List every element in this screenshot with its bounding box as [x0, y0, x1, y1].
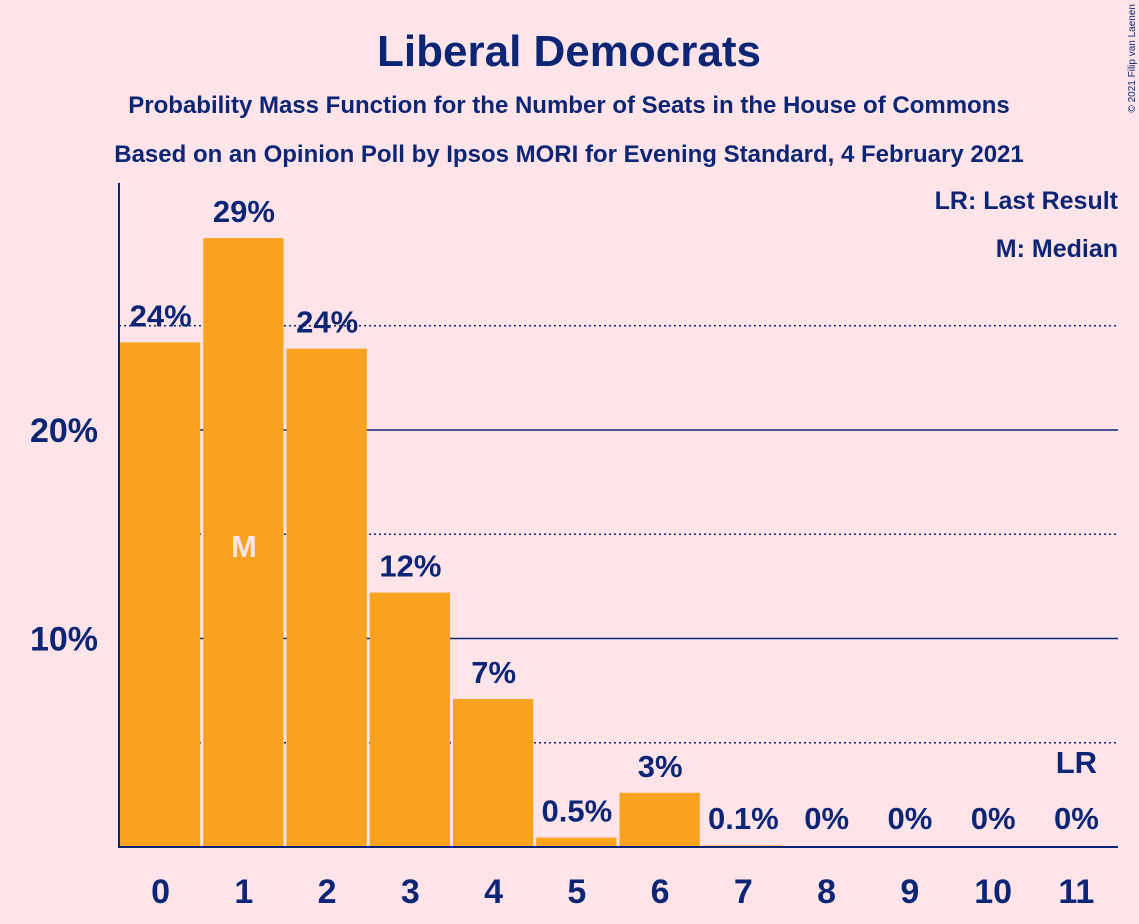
x-tick-label: 1 — [234, 873, 253, 911]
x-tick-label: 4 — [484, 873, 503, 911]
x-tick-label: 5 — [567, 873, 586, 911]
x-tick-label: 6 — [651, 873, 670, 911]
bar — [369, 592, 450, 847]
x-tick-label: 7 — [734, 873, 753, 911]
x-tick-label: 11 — [1058, 873, 1094, 911]
bar-value-label: 0.1% — [708, 801, 779, 836]
bar — [453, 698, 534, 847]
axes — [118, 183, 1118, 848]
bar — [536, 837, 617, 847]
chart-subtitle-2: Based on an Opinion Poll by Ipsos MORI f… — [114, 141, 1024, 168]
bar-value-label: 24% — [296, 305, 358, 340]
labels: 10% 20% 24% 0 29% 1 M 24% 2 12% 3 7% 4 0.5% 5 3% 6 0.1% 7 0… — [30, 194, 1099, 911]
bar-value-label: 0% — [971, 801, 1016, 836]
bar — [120, 342, 201, 847]
bar-value-label: 12% — [379, 549, 441, 584]
gridlines — [119, 325, 1118, 744]
bars — [120, 238, 783, 847]
bar-value-label: 0% — [887, 801, 932, 836]
bar — [619, 792, 700, 847]
bar — [203, 238, 284, 847]
x-tick-label: 8 — [817, 873, 836, 911]
bar-value-label: 0% — [804, 801, 849, 836]
bar-value-label: 3% — [638, 749, 683, 784]
median-marker: M — [231, 529, 257, 564]
y-tick-label: 10% — [30, 621, 98, 659]
last-result-marker: LR — [1056, 745, 1097, 780]
legend-median: M: Median — [996, 235, 1118, 263]
copyright-text: © 2021 Filip van Laenen — [1127, 4, 1138, 113]
y-tick-label: 20% — [30, 412, 98, 450]
bar-value-label: 24% — [130, 298, 192, 333]
bar-value-label: 0.5% — [542, 794, 613, 829]
bar — [286, 348, 367, 847]
x-tick-label: 10 — [974, 873, 1012, 911]
x-tick-label: 2 — [318, 873, 337, 911]
x-tick-label: 0 — [151, 873, 170, 911]
x-tick-label: 9 — [900, 873, 919, 911]
chart-subtitle-1: Probability Mass Function for the Number… — [128, 92, 1009, 119]
bar-value-label: 0% — [1054, 801, 1099, 836]
chart-title: Liberal Democrats — [377, 27, 761, 76]
legend-last-result: LR: Last Result — [935, 187, 1119, 215]
x-tick-label: 3 — [401, 873, 420, 911]
bar-value-label: 29% — [213, 194, 275, 229]
bar-value-label: 7% — [471, 655, 516, 690]
